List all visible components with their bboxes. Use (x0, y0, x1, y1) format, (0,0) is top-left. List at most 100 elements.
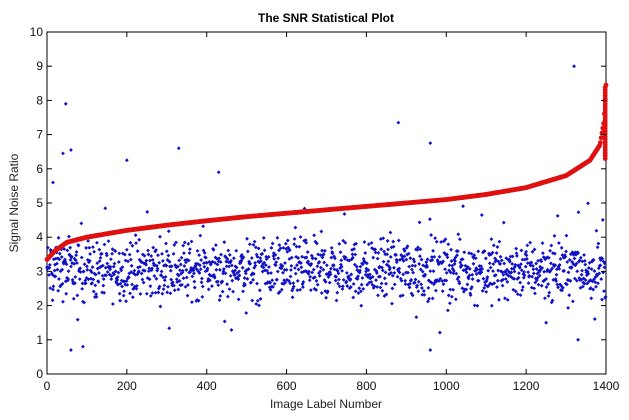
blue-data-point (234, 265, 239, 270)
blue-data-point (350, 255, 355, 260)
blue-data-point (212, 275, 217, 280)
blue-data-point (95, 261, 100, 266)
blue-data-point (213, 243, 218, 248)
blue-data-point (473, 256, 478, 261)
blue-data-point (121, 293, 126, 298)
blue-data-point (76, 243, 81, 248)
blue-data-point (547, 255, 551, 260)
blue-data-point (201, 224, 206, 229)
blue-data-point (509, 266, 514, 271)
blue-data-point (116, 260, 121, 264)
blue-data-point (134, 286, 139, 291)
blue-data-point (550, 266, 554, 271)
blue-data-point (253, 260, 257, 265)
blue-data-point (402, 247, 406, 252)
blue-data-point (415, 283, 420, 288)
blue-data-point (249, 280, 253, 285)
blue-data-point (323, 279, 328, 284)
blue-data-point (385, 252, 390, 257)
blue-data-point (485, 277, 489, 281)
blue-data-point (494, 251, 499, 255)
blue-data-point (451, 268, 456, 273)
blue-data-point (490, 250, 495, 255)
blue-data-point (580, 259, 585, 264)
blue-data-point (334, 298, 339, 303)
blue-data-point (486, 283, 491, 288)
blue-data-point (182, 264, 187, 268)
blue-data-point (387, 267, 392, 272)
blue-data-point (437, 279, 441, 283)
blue-data-point (451, 271, 456, 276)
blue-data-point (327, 280, 332, 285)
blue-data-point (153, 249, 158, 254)
blue-data-point (499, 269, 503, 274)
blue-data-point (384, 292, 389, 297)
blue-data-point (240, 265, 245, 270)
blue-data-point (524, 253, 529, 258)
blue-data-point (94, 292, 99, 297)
blue-data-point (575, 269, 580, 274)
blue-data-point (483, 256, 488, 261)
blue-data-point (155, 266, 160, 271)
blue-data-point (336, 281, 340, 286)
blue-data-point (584, 268, 588, 273)
blue-data-point (386, 264, 391, 269)
blue-data-point (165, 290, 170, 295)
blue-data-point (576, 210, 581, 215)
blue-data-point (548, 261, 553, 266)
blue-data-point (475, 267, 479, 272)
blue-data-point (501, 220, 506, 225)
blue-data-point (411, 270, 416, 275)
blue-data-point (356, 291, 361, 296)
blue-data-point (105, 270, 110, 274)
blue-data-point (361, 286, 366, 291)
blue-data-point (279, 287, 284, 292)
blue-data-point (170, 280, 175, 285)
blue-data-point (382, 249, 386, 254)
blue-data-point (410, 267, 414, 272)
blue-data-point (230, 278, 235, 283)
blue-data-point (197, 271, 202, 275)
blue-data-point (321, 267, 326, 272)
blue-data-point (495, 278, 500, 283)
blue-data-point (533, 291, 537, 296)
blue-data-point (390, 301, 394, 306)
blue-data-point (209, 260, 214, 265)
blue-data-point (168, 291, 173, 296)
blue-data-point (115, 275, 120, 279)
blue-data-point (376, 293, 380, 298)
blue-data-point (103, 265, 108, 270)
blue-data-point (348, 285, 353, 289)
blue-data-point (334, 274, 338, 279)
blue-data-point (272, 256, 277, 261)
blue-data-point (65, 248, 70, 253)
blue-data-point (585, 281, 590, 286)
blue-data-point (281, 245, 286, 250)
blue-data-point (322, 260, 327, 265)
blue-data-point (555, 213, 560, 218)
blue-data-point (83, 281, 88, 286)
blue-data-point (360, 276, 365, 280)
blue-data-point (397, 270, 402, 275)
blue-data-point (469, 251, 474, 256)
blue-data-point (268, 280, 273, 285)
blue-data-point (148, 293, 153, 298)
blue-data-point (416, 279, 421, 284)
blue-data-point (491, 269, 495, 273)
blue-data-point (406, 270, 410, 275)
blue-data-point (531, 267, 536, 272)
blue-data-point (159, 269, 164, 274)
blue-data-point (403, 282, 408, 287)
blue-data-point (540, 266, 545, 270)
blue-data-point (433, 236, 438, 241)
blue-data-point (184, 260, 188, 265)
blue-data-point (441, 282, 446, 287)
blue-data-point (432, 254, 437, 259)
blue-data-point (57, 257, 62, 262)
blue-data-point (259, 259, 263, 263)
blue-data-point (281, 270, 285, 275)
blue-data-point (503, 296, 507, 301)
blue-data-point (217, 256, 221, 261)
blue-data-point (438, 276, 443, 281)
blue-data-point (104, 253, 109, 258)
